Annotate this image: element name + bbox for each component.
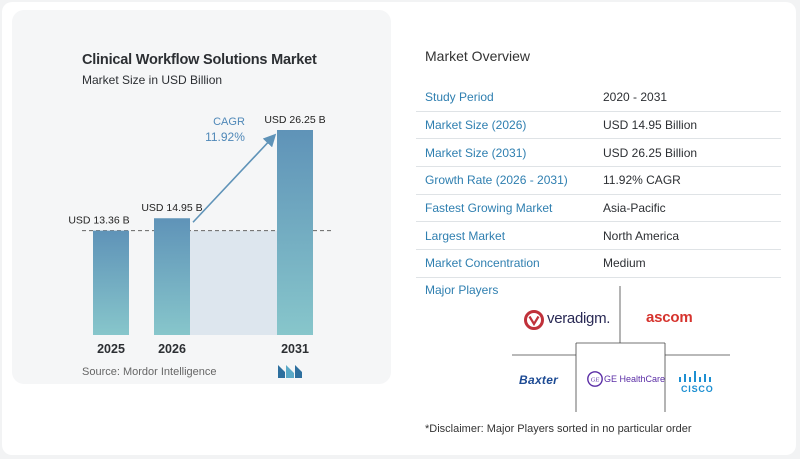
ge-healthcare-logo: GE HealthCare xyxy=(604,374,666,384)
overview-value: Medium xyxy=(594,249,781,278)
overview-row: Fastest Growing Market Asia-Pacific xyxy=(416,194,781,223)
chart-title: Clinical Workflow Solutions Market xyxy=(82,52,317,68)
overview-row: Market Concentration Medium xyxy=(416,249,781,278)
chart-subtitle: Market Size in USD Billion xyxy=(82,73,223,87)
x-tick-label: 2031 xyxy=(281,342,309,356)
overview-value: North America xyxy=(594,221,781,251)
overview-key: Market Concentration xyxy=(416,249,594,278)
overview-key: Growth Rate (2026 - 2031) xyxy=(416,166,594,195)
cagr-label: CAGR xyxy=(213,116,245,128)
x-tick-label: 2026 xyxy=(158,342,186,356)
bar-value-label: USD 14.95 B xyxy=(141,202,202,214)
bar-value-label: USD 26.25 B xyxy=(264,114,325,126)
cagr-value: 11.92% xyxy=(205,130,245,144)
bar-2026 xyxy=(154,218,190,335)
market-overview-table: Study Period 2020 - 2031 Market Size (2026… xyxy=(416,84,781,278)
disclaimer: *Disclaimer: Major Players sorted in no … xyxy=(425,423,692,435)
source-note: Source: Mordor Intelligence xyxy=(82,366,217,378)
overview-value: 2020 - 2031 xyxy=(594,84,781,112)
overview-value: USD 14.95 Billion xyxy=(594,111,781,140)
overview-key: Fastest Growing Market xyxy=(416,194,594,223)
veradigm-mark-icon xyxy=(524,310,544,330)
overview-value: 11.92% CAGR xyxy=(594,166,781,195)
ge-monogram-text: GE xyxy=(591,377,600,384)
overview-row: Growth Rate (2026 - 2031) 11.92% CAGR xyxy=(416,166,781,195)
overview-row: Study Period 2020 - 2031 xyxy=(416,84,781,112)
cisco-bars-icon xyxy=(679,371,711,382)
bar-value-label: USD 13.36 B xyxy=(68,215,129,227)
overview-key: Market Size (2031) xyxy=(416,138,594,168)
cagr-arrow xyxy=(192,133,277,223)
overview-value: Asia-Pacific xyxy=(594,194,781,223)
cisco-logo: CISCO xyxy=(681,384,714,394)
overview-value: USD 26.25 Billion xyxy=(594,138,781,168)
overview-key: Study Period xyxy=(416,84,594,112)
overview-row: Largest Market North America xyxy=(416,221,781,251)
major-players-label: Major Players xyxy=(425,283,499,297)
bar-chart: USD 13.36 B 2025 USD 14.95 B 2026 USD 26.25 … xyxy=(68,114,332,356)
baxter-logo: Baxter xyxy=(519,373,559,387)
x-tick-label: 2025 xyxy=(97,342,125,356)
bar-2031 xyxy=(277,130,313,335)
overview-row: Market Size (2026) USD 14.95 Billion xyxy=(416,111,781,140)
veradigm-logo: veradigm. xyxy=(547,310,611,327)
overview-key: Market Size (2026) xyxy=(416,111,594,140)
overview-key: Largest Market xyxy=(416,221,594,251)
overview-row: Market Size (2031) USD 26.25 Billion xyxy=(416,138,781,168)
overview-title: Market Overview xyxy=(425,48,531,64)
mordor-intelligence-logo xyxy=(278,365,302,378)
ascom-logo: ascom xyxy=(646,309,693,326)
ge-monogram-icon: GE xyxy=(587,371,603,387)
bar-2025 xyxy=(93,230,129,335)
